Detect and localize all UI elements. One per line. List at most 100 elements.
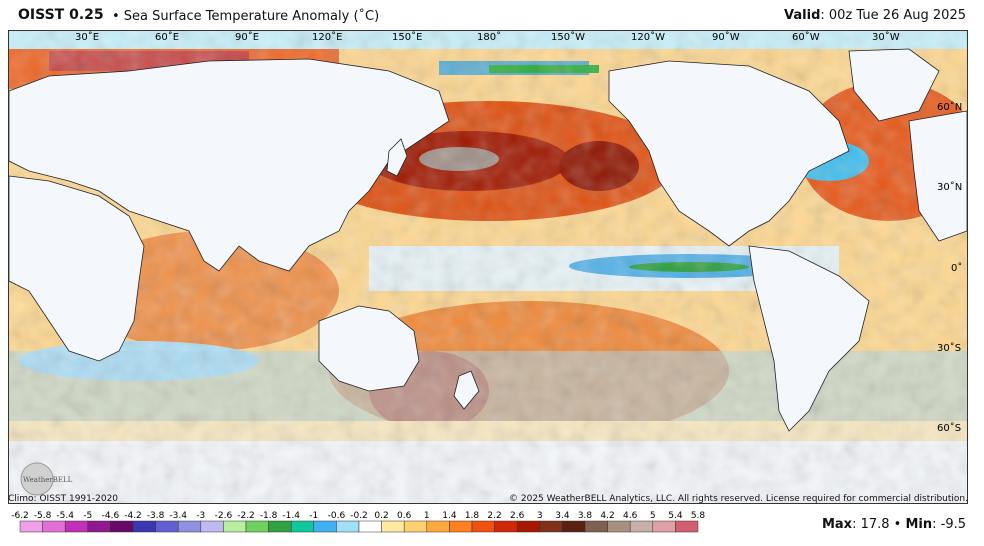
colorbar-swatch (177, 520, 202, 533)
colorbar-swatch (19, 520, 43, 533)
colorbar-tick-label: -2.2 (237, 511, 255, 521)
longitude-labels: 30˚E 60˚E 90˚E 120˚E 150˚E 180˚ 150˚W 12… (75, 31, 900, 43)
europe-africa-east-land (908, 110, 967, 242)
colorbar-tick-label: -4.6 (102, 511, 120, 521)
valid-value: : 00z Tue 26 Aug 2025 (820, 8, 966, 23)
lon-label: 30˚W (872, 31, 900, 43)
colorbar-swatch (562, 520, 586, 533)
new-zealand-land (453, 370, 480, 410)
colorbar-tick-label: 4.2 (600, 511, 614, 521)
max-label: Max (821, 517, 853, 532)
colorbar-tick-label: 1 (424, 511, 430, 521)
colorbar-swatch (336, 520, 360, 533)
lon-label: 120˚E (312, 31, 342, 43)
colorbar-tick-label: -0.2 (350, 511, 368, 521)
min-value: : -9.5 (932, 517, 966, 532)
colorbar-swatch (87, 520, 111, 533)
south-america-land (748, 245, 870, 432)
colorbar-swatch (449, 520, 473, 533)
colorbar-tick-label: -3.4 (169, 511, 187, 521)
colorbar-swatch (110, 520, 134, 533)
colorbar-swatch (607, 520, 631, 533)
lon-label: 60˚E (155, 31, 179, 43)
colorbar-swatch (313, 520, 337, 533)
copyright-note: © 2025 WeatherBELL Analytics, LLC. All r… (509, 494, 968, 504)
colorbar-tick-label: 5.4 (668, 511, 683, 521)
australia-land (318, 305, 420, 392)
product-title: OISST 0.25 (18, 7, 104, 23)
min-label: Min (905, 517, 933, 532)
colorbar-tick-label: 3.8 (578, 511, 593, 521)
colorbar-tick-label: 3.4 (555, 511, 570, 521)
colorbar-tick-label: 5 (650, 511, 656, 521)
colorbar-tick-label: -1 (309, 511, 318, 521)
colorbar-tick-label: 3 (537, 511, 543, 521)
lon-label: 150˚W (551, 31, 585, 43)
valid-label: Valid (784, 8, 821, 23)
colorbar-tick-label: 4.6 (623, 511, 638, 521)
colorbar-swatch (652, 520, 676, 533)
colorbar-swatch (64, 520, 89, 533)
colorbar-swatch (381, 520, 405, 533)
colorbar-tick-label: -1.4 (282, 511, 300, 521)
colorbar-swatch (675, 520, 699, 533)
map-canvas: 30˚E 60˚E 90˚E 120˚E 150˚E 180˚ 150˚W 12… (9, 31, 967, 503)
landmasses (9, 48, 967, 432)
lat-label: 30˚S (937, 342, 961, 354)
colorbar-tick-label: -2.6 (215, 511, 233, 521)
product-subtitle: • Sea Surface Temperature Anomaly (˚C) (112, 9, 380, 24)
japan-land (386, 138, 408, 177)
colorbar-tick-label: 5.8 (691, 511, 706, 521)
colorbar-tick-label: -6.2 (11, 511, 29, 521)
weatherbell-logo: WeatherBELL (20, 462, 73, 496)
colorbar-swatch (358, 520, 382, 533)
colorbar-swatch (268, 520, 292, 533)
valid-time: Valid: 00z Tue 26 Aug 2025 (784, 8, 966, 23)
colorbar-tick-label: -3 (196, 511, 205, 521)
colorbar-swatch (471, 520, 495, 533)
colorbar-swatch (132, 520, 156, 533)
sst-anomaly-map[interactable]: 30˚E 60˚E 90˚E 120˚E 150˚E 180˚ 150˚W 12… (8, 30, 968, 504)
colorbar-swatch (584, 520, 608, 533)
colorbar-tick-label: -4.2 (124, 511, 142, 521)
colorbar-tick-label: -0.6 (328, 511, 346, 521)
max-min-stats: Max: 17.8 • Min: -9.5 (822, 517, 966, 532)
eurasia-land (9, 58, 450, 272)
colorbar-swatch (426, 520, 450, 533)
colorbar-swatch (516, 520, 541, 533)
colorbar-tick-label: -5.8 (34, 511, 52, 521)
colorbar-swatch (200, 520, 224, 533)
colorbar-tick-label: 0.6 (397, 511, 412, 521)
africa-land (9, 175, 145, 362)
colorbar-tick-label: -5 (83, 511, 92, 521)
colorbar-tick-label: 0.2 (374, 511, 388, 521)
colorbar-tick-label: 2.6 (510, 511, 525, 521)
max-value: : 17.8 • (852, 517, 906, 532)
lat-label: 30˚N (937, 181, 962, 193)
colorbar-tick-label: 1.8 (465, 511, 480, 521)
lon-label: 150˚E (392, 31, 422, 43)
climo-note: Climo: OISST 1991-2020 (8, 494, 119, 504)
header: OISST 0.25 • Sea Surface Temperature Ano… (0, 0, 984, 30)
colorbar-swatch (539, 520, 563, 533)
colorbar-swatch (629, 520, 654, 533)
lon-label: 60˚W (792, 31, 820, 43)
logo-text: WeatherBELL (23, 476, 73, 484)
lat-label: 60˚N (937, 101, 962, 113)
lon-label: 180˚ (477, 31, 501, 43)
colorbar-tick-label: -3.8 (147, 511, 165, 521)
colorbar-tick-label: 1.4 (442, 511, 457, 521)
colorbar-swatch (494, 520, 518, 533)
lat-label: 0˚ (951, 262, 962, 274)
colorbar-swatch (290, 520, 315, 533)
lon-label: 30˚E (75, 31, 99, 43)
lon-label: 90˚E (235, 31, 259, 43)
colorbar-swatch (155, 520, 179, 533)
lon-label: 90˚W (712, 31, 740, 43)
greenland-land (848, 48, 940, 122)
colorbar-tick-label: -1.8 (260, 511, 278, 521)
colorbar-tick-label: -5.4 (56, 511, 74, 521)
latitude-labels: 60˚N 30˚N 0˚ 30˚S 60˚S (937, 101, 962, 434)
colorbar-swatch (223, 520, 247, 533)
north-america-land (608, 60, 850, 247)
